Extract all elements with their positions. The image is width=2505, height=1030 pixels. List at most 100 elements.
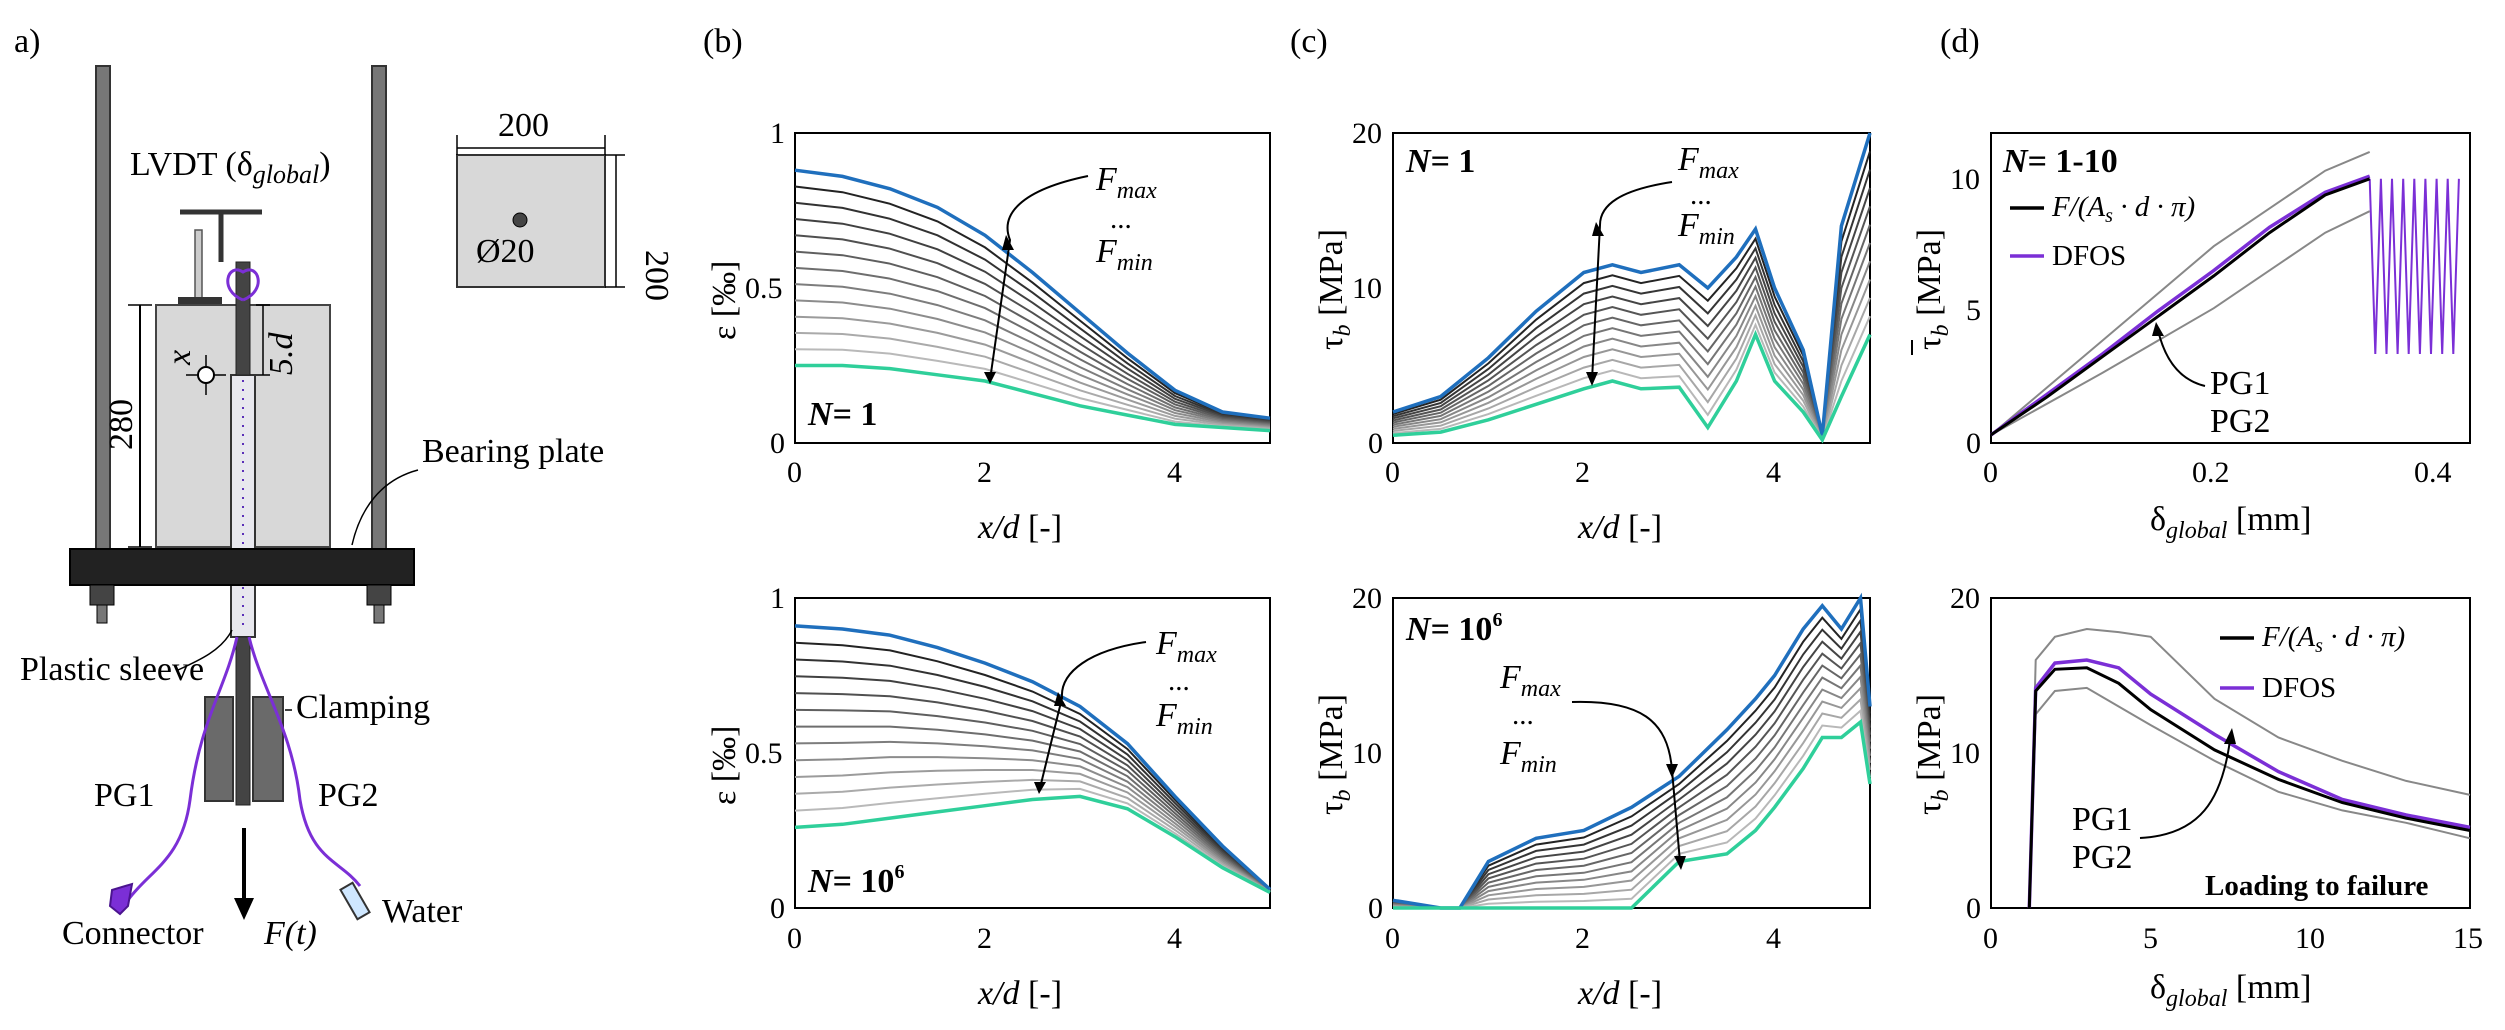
bearing-plate-leader [351, 469, 419, 546]
fmax-curve [794, 168, 1271, 420]
arrow-head-bottom [1034, 782, 1046, 794]
intermediate-curve [794, 658, 1271, 891]
panel-label-d: (d) [1940, 23, 1980, 60]
intermediate-curves [1392, 606, 1871, 909]
cs-width-label: 200 [498, 107, 549, 144]
plastic-sleeve-label: Plastic sleeve [20, 651, 204, 688]
intermediate-curve [794, 185, 1271, 421]
ytick-0: 0 [1966, 427, 1981, 460]
arrow-head-top [1054, 692, 1066, 706]
legend-force-label: F/(As · d · π) [2261, 621, 2405, 657]
fmin-curve [794, 794, 1271, 895]
cyclic-curves [2368, 178, 2460, 355]
chart-d-bottom: 0 10 20 0 5 10 15 δglobal [mm] τb [MPa] … [1911, 582, 2483, 1012]
clamping-label: Clamping [296, 689, 430, 726]
intermediate-curve [794, 769, 1271, 893]
intermediate-curve [794, 692, 1271, 892]
chart-c-bottom: 0 10 20 0 2 4 x/d [-] τb [MPa] N= 106 Fm… [1313, 582, 1872, 1012]
frame-column-left [95, 65, 111, 551]
pg1-curve [1990, 150, 2371, 436]
fmin-curve [795, 363, 1271, 433]
plot-frame [1990, 597, 2471, 909]
fmax-label: Fmax [1095, 161, 1157, 204]
x-axis-label: x/d [-] [977, 509, 1062, 546]
fmin-curve [1392, 329, 1872, 444]
clamp-left [204, 696, 234, 802]
xtick-0: 0 [787, 922, 802, 955]
dots-label: ... [1690, 179, 1712, 211]
intermediate-curve [794, 740, 1271, 893]
panel-label-a: a) [14, 23, 40, 60]
intermediate-curve [794, 708, 1271, 892]
xtick-4: 4 [1167, 922, 1182, 955]
dots-label: ... [1512, 699, 1534, 731]
xtick-4: 4 [1766, 922, 1781, 955]
clamp-right [252, 696, 284, 802]
pg1-label: PG1 [94, 777, 154, 814]
fmin-label: Fmin [1499, 735, 1557, 778]
dots-label: ... [1110, 203, 1132, 235]
nut-left [89, 584, 115, 606]
plot-frame [1990, 132, 2471, 444]
pg-arrow-head [2152, 322, 2164, 336]
x-axis-label: x/d [-] [1577, 509, 1662, 546]
annotation-arrow [1039, 641, 1147, 789]
intermediate-curve [794, 315, 1271, 429]
bolt-right [373, 604, 385, 624]
intermediate-curve [794, 201, 1271, 422]
pg2-curve [1990, 210, 2371, 436]
annotation-arrow [989, 175, 1089, 381]
panel-a-setup: a) LVDT (δglobal) 280 x [14, 23, 675, 952]
ytick-0.5: 0.5 [745, 272, 783, 305]
intermediate-curve [794, 675, 1271, 891]
lvdt-base [178, 297, 222, 304]
connector-label: Connector [62, 915, 204, 952]
arrow-head-top [1666, 764, 1678, 778]
legend-dfos-label: DFOS [2052, 240, 2126, 272]
intermediate-curve [794, 283, 1271, 427]
water-label: Water [382, 893, 463, 930]
fmax-curve [794, 624, 1272, 891]
pg2-label: PG2 [2210, 403, 2270, 440]
x-axis-label: x/d [-] [1577, 975, 1662, 1012]
ytick-20: 20 [1352, 582, 1382, 615]
fmax-label: Fmax [1677, 141, 1739, 184]
force-curve [2027, 666, 2471, 909]
ytick-10: 10 [1950, 163, 1980, 196]
bearing-plate-shape [69, 548, 415, 586]
cs-height-label: 200 [638, 250, 675, 301]
arrow-head-top [1592, 222, 1604, 236]
annotation-arrow [1571, 700, 1681, 863]
fmax-label: Fmax [1499, 659, 1561, 702]
pg2-curve [2028, 686, 2471, 909]
intermediate-curve [794, 218, 1271, 423]
fibre-pg1 [126, 636, 239, 901]
ytick-5: 5 [1966, 294, 1981, 327]
arrow-head-bottom [1586, 372, 1598, 386]
plot-frame [1392, 132, 1871, 444]
connector-shape [108, 882, 134, 916]
nut-right [366, 584, 392, 606]
cycle-label: N= 1-10 [2002, 143, 2118, 180]
intermediate-curve [1392, 697, 1871, 909]
y-axis-label: ε [‰] [706, 726, 743, 805]
fmin-label: Fmin [1677, 207, 1735, 250]
intermediate-curve [794, 331, 1271, 430]
arrow-head-bottom [1674, 856, 1686, 870]
xtick-0: 0 [1983, 456, 1998, 489]
intermediate-curve [794, 756, 1271, 893]
chart-d-top: 0 5 10 0 0.2 0.4 δglobal [mm] τb [MPa] N… [1911, 132, 2471, 544]
x-axis-label: δglobal [mm] [2150, 501, 2311, 544]
bearing-plate-label: Bearing plate [422, 433, 604, 470]
pg2-label: PG2 [2072, 839, 2132, 876]
fmax-curve [1392, 592, 1872, 910]
fmin-curve [1393, 718, 1872, 910]
y-axis-label: τb [MPa] [1911, 229, 1954, 350]
y-axis-label: τb [MPa] [1911, 694, 1954, 815]
intermediate-curves [794, 641, 1271, 894]
lvdt-label: LVDT (δglobal) [130, 146, 331, 189]
intermediate-curve [794, 778, 1271, 893]
intermediate-curve [794, 250, 1271, 425]
xtick-10: 10 [2295, 922, 2325, 955]
dots-label: ... [1168, 665, 1190, 697]
